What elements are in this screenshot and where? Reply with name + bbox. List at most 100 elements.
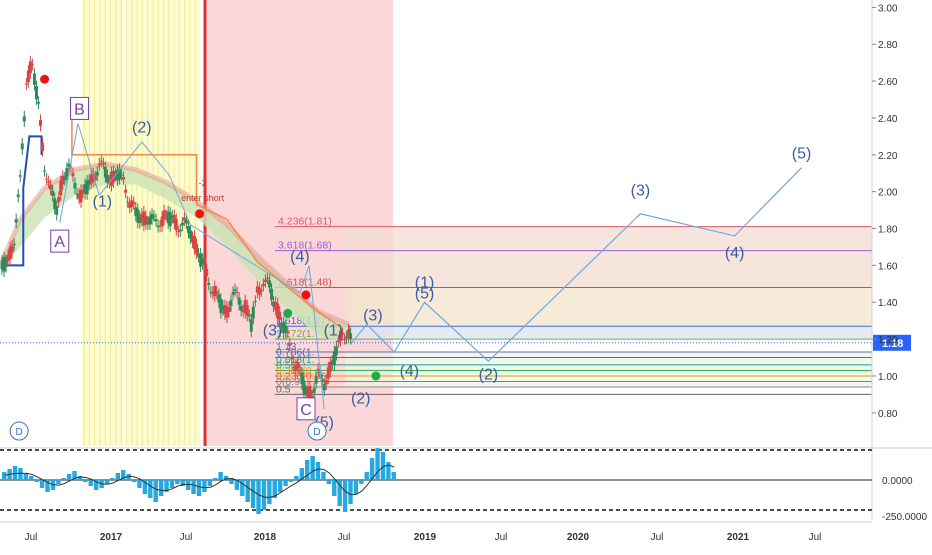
candle-body <box>136 209 140 223</box>
candle-body <box>227 306 231 313</box>
time-axis-label: 2017 <box>100 532 123 543</box>
time-axis-label: Jul <box>25 532 38 543</box>
osc-histogram-bar <box>223 476 229 480</box>
candle-body <box>186 226 190 234</box>
osc-histogram-bar <box>137 480 142 488</box>
candle-body <box>191 236 195 243</box>
osc-histogram-bar <box>93 480 99 490</box>
fib-level-label: 4.236(1.81) <box>278 216 332 228</box>
candle-body <box>272 301 276 307</box>
osc-histogram-bar <box>245 480 250 502</box>
candle-body <box>324 379 328 385</box>
ma-cloud <box>2 164 349 347</box>
fib-zone-mid <box>345 287 872 327</box>
candle-body <box>211 291 215 294</box>
candle-body <box>257 287 261 295</box>
osc-histogram-bar <box>288 480 294 482</box>
candle-body <box>199 253 203 267</box>
candle-body <box>150 213 154 220</box>
osc-histogram-bar <box>18 468 23 480</box>
candle-body <box>26 70 30 83</box>
candle-body <box>314 376 318 384</box>
candle-body <box>0 260 4 270</box>
osc-histogram-bar <box>277 480 283 492</box>
candle-body <box>16 194 20 198</box>
wave-label: (3) <box>263 322 283 339</box>
osc-histogram-bar <box>369 458 375 480</box>
osc-histogram-bar <box>126 474 131 480</box>
candle-body <box>140 213 144 221</box>
candle-body <box>166 211 170 224</box>
osc-histogram-bar <box>39 480 45 488</box>
wave-label: (1) <box>93 193 113 210</box>
candle-body <box>207 282 211 285</box>
candle-body <box>243 300 247 314</box>
wave-count-line <box>59 123 325 410</box>
candle-body <box>6 255 10 261</box>
candle-body <box>223 305 227 315</box>
candle-body <box>53 198 57 209</box>
candle-body <box>36 101 40 104</box>
osc-histogram-bar <box>240 480 245 496</box>
candle-body <box>274 302 278 310</box>
candle-body <box>97 163 101 166</box>
candle-body <box>61 175 65 185</box>
osc-histogram-bar <box>142 480 148 494</box>
osc-histogram-bar <box>180 480 185 486</box>
osc-histogram-bar <box>169 480 175 488</box>
osc-histogram-bar <box>337 480 342 506</box>
osc-histogram-bar <box>202 480 207 492</box>
price-axis-label: 1.40 <box>878 298 898 309</box>
candle-body <box>55 206 59 215</box>
candle-body <box>241 309 245 312</box>
osc-histogram-bar <box>267 480 272 504</box>
osc-histogram-bar <box>110 478 115 480</box>
candle-body <box>34 86 38 100</box>
candle-body <box>73 182 77 189</box>
fib-zone-upper <box>345 226 872 288</box>
candle-body <box>180 222 184 226</box>
candle-body <box>116 170 120 181</box>
candle-body <box>330 360 334 365</box>
fib-zone-lower <box>345 326 872 340</box>
candle-body <box>302 381 306 395</box>
osc-histogram-bar <box>256 480 261 514</box>
osc-histogram-bar <box>342 480 348 512</box>
candle-body <box>105 174 109 183</box>
candle-body <box>2 256 6 272</box>
osc-histogram-bar <box>131 480 137 482</box>
trade-annotation: enter short <box>181 193 225 203</box>
price-axis-label: 2.20 <box>878 151 898 162</box>
candle-body <box>120 174 124 176</box>
candle-body <box>182 217 186 221</box>
candle-body <box>111 170 115 183</box>
abc-label: C <box>300 402 312 419</box>
candle-body <box>172 215 176 224</box>
price-axis-label: 2.80 <box>878 40 898 51</box>
osc-histogram-bar <box>148 480 153 498</box>
candle-body <box>288 343 292 346</box>
dividend-badge <box>307 421 327 441</box>
candle-body <box>57 196 61 203</box>
last-price-tag <box>873 334 911 351</box>
abc-label: B <box>74 101 85 118</box>
osc-histogram-bar <box>359 480 364 484</box>
candle-body <box>284 325 288 334</box>
signal-marker <box>283 308 293 318</box>
osc-histogram-bar <box>61 478 66 480</box>
fib-level-label: 0.5 <box>276 383 291 395</box>
candle-body <box>69 166 73 168</box>
candle-body <box>164 215 168 217</box>
candle-body <box>217 294 221 303</box>
candle-body <box>251 306 255 319</box>
osc-histogram-bar <box>164 480 169 492</box>
trade-annotation: -2 <box>199 178 207 188</box>
candle-body <box>237 297 241 305</box>
time-axis-label: Jul <box>180 532 193 543</box>
price-axis-label: 1.00 <box>878 372 898 383</box>
candle-body <box>296 362 300 369</box>
candle-body <box>138 216 142 224</box>
candle-body <box>184 219 188 224</box>
candle-body <box>340 332 344 335</box>
